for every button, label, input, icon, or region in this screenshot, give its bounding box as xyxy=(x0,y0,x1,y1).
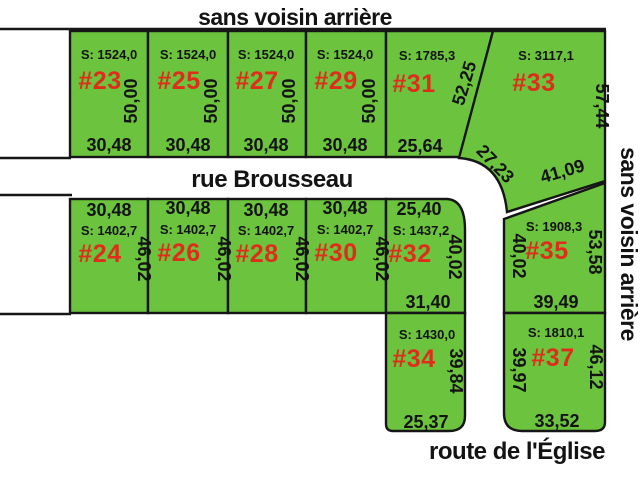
bottom-road-label: route de l'Église xyxy=(429,437,605,465)
lot-26-depth-dim: 46,02 xyxy=(214,236,234,281)
lot-29-area: S: 1524,0 xyxy=(317,47,373,62)
lot-23-area: S: 1524,0 xyxy=(81,47,137,62)
lot-33-number: #33 xyxy=(512,69,555,97)
lot-32-depth-dim: 40,02 xyxy=(445,234,465,279)
lot-25-frontage-dim: 30,48 xyxy=(165,135,210,155)
lot-32-bottom-dim: 31,40 xyxy=(405,292,450,312)
lot-23-shape[interactable] xyxy=(68,29,150,159)
lot-37-number: #37 xyxy=(531,344,574,372)
lot-30-frontage-dim: 30,48 xyxy=(322,198,367,218)
right-no-neighbor-label: sans voisin arrière xyxy=(616,147,640,341)
lot-37-area: S: 1810,1 xyxy=(528,325,584,340)
lot-31-number: #31 xyxy=(392,70,435,98)
lot-29-frontage-dim: 30,48 xyxy=(322,135,367,155)
street-name-label: rue Brousseau xyxy=(191,166,353,193)
lot-35-area: S: 1908,3 xyxy=(526,219,582,234)
lot-26-area: S: 1402,7 xyxy=(160,222,216,237)
lot-25-shape[interactable] xyxy=(146,29,230,159)
lot-24-depth-dim: 46,02 xyxy=(134,236,154,281)
lot-30-depth-dim: 46,02 xyxy=(372,236,392,281)
lot-27-number: #27 xyxy=(235,67,278,95)
lot-37-shape[interactable] xyxy=(502,311,607,433)
lot-33-shape[interactable] xyxy=(457,29,607,214)
lot-37-right-dim: 46,12 xyxy=(586,344,606,389)
lot-29-depth-dim: 50,00 xyxy=(359,78,379,123)
lot-37-left-dim: 39,97 xyxy=(509,347,529,392)
lot-30-area: S: 1402,7 xyxy=(317,222,373,237)
lot-29-shape[interactable] xyxy=(304,29,388,159)
lot-28-number: #28 xyxy=(235,240,278,268)
lot-23-depth-dim: 50,00 xyxy=(121,78,141,123)
lot-32-shape[interactable] xyxy=(384,197,467,315)
lot-27-frontage-dim: 30,48 xyxy=(243,135,288,155)
lot-34-area: S: 1430,0 xyxy=(399,327,455,342)
lot-25-area: S: 1524,0 xyxy=(160,47,216,62)
lot-35-left-dim: 40,02 xyxy=(509,233,529,278)
lot-35-right-dim: 53,58 xyxy=(585,229,605,274)
lot-27-area: S: 1524,0 xyxy=(238,47,294,62)
lot-26-frontage-dim: 30,48 xyxy=(165,198,210,218)
lot-29-number: #29 xyxy=(314,67,357,95)
lot-33-right-dim: 57,44 xyxy=(592,83,612,128)
lot-24-frontage-dim: 30,48 xyxy=(86,200,131,220)
lot-30-shape[interactable] xyxy=(304,197,388,315)
lot-34-bottom-dim: 25,37 xyxy=(403,412,448,432)
lot-31-area: S: 1785,3 xyxy=(399,48,455,63)
lot-27-depth-dim: 50,00 xyxy=(279,78,299,123)
lot-34-number: #34 xyxy=(392,345,435,373)
lot-34-shape[interactable] xyxy=(384,311,467,433)
lot-30-number: #30 xyxy=(314,239,357,267)
lot-35-number: #35 xyxy=(525,237,568,265)
lot-32-area: S: 1437,2 xyxy=(393,223,449,238)
lot-26-number: #26 xyxy=(157,239,200,267)
lot-34-depth-dim: 39,84 xyxy=(446,348,466,393)
lot-35-bottom-dim: 39,49 xyxy=(533,292,578,312)
lot-23-frontage-dim: 30,48 xyxy=(86,135,131,155)
lot-31-frontage-dim: 25,64 xyxy=(397,136,442,156)
lot-27-shape[interactable] xyxy=(226,29,308,159)
lot-28-depth-dim: 46,02 xyxy=(292,236,312,281)
lot-26-shape[interactable] xyxy=(146,197,230,315)
lot-24-area: S: 1402,7 xyxy=(81,223,137,238)
top-no-neighbor-label: sans voisin arrière xyxy=(198,4,392,30)
lot-25-number: #25 xyxy=(157,67,200,95)
lot-23-number: #23 xyxy=(78,67,121,95)
lot-37-bottom-dim: 33,52 xyxy=(534,411,579,431)
lot-28-area: S: 1402,7 xyxy=(238,223,294,238)
lot-32-number: #32 xyxy=(388,240,431,268)
lot-32-frontage-dim: 25,40 xyxy=(396,199,441,219)
lot-33-area: S: 3117,1 xyxy=(518,48,574,63)
lot-25-depth-dim: 50,00 xyxy=(201,78,221,123)
lot-28-frontage-dim: 30,48 xyxy=(243,200,288,220)
lot-24-number: #24 xyxy=(78,240,121,268)
